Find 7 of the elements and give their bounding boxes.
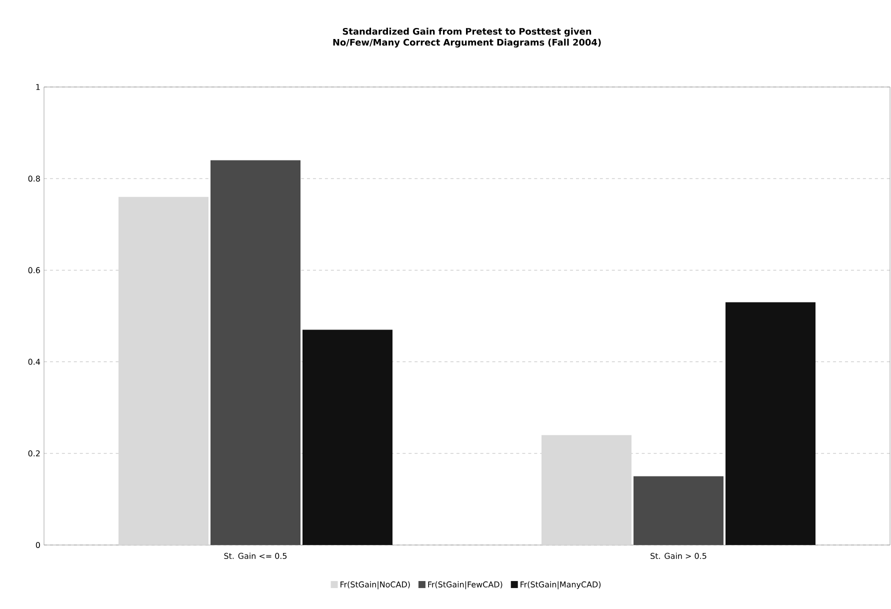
bar <box>302 330 392 545</box>
bar <box>118 196 209 545</box>
bar <box>634 476 724 545</box>
bar <box>542 435 632 545</box>
bar <box>726 302 816 545</box>
chart-title: Standardized Gain from Pretest to Posttest given No/Few/Many Correct Argument Diagrams (Fall 2004) <box>333 28 601 48</box>
bar <box>210 160 301 545</box>
